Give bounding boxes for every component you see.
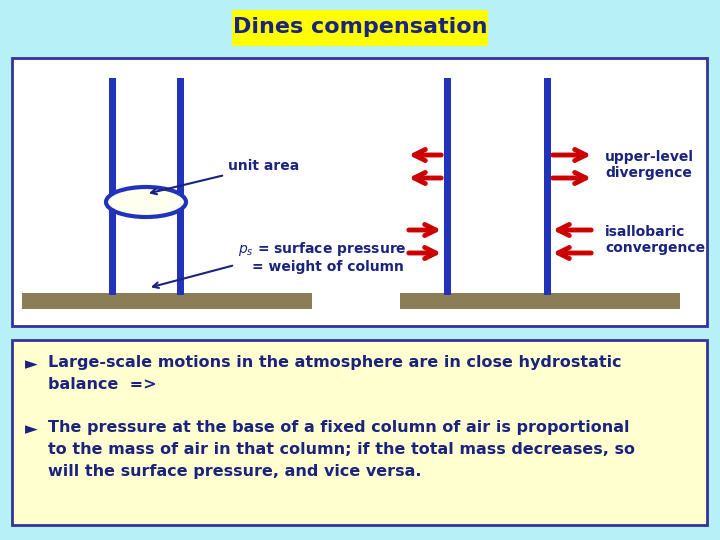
Text: upper-level
divergence: upper-level divergence — [605, 150, 694, 180]
Text: to the mass of air in that column; if the total mass decreases, so: to the mass of air in that column; if th… — [48, 442, 635, 457]
Ellipse shape — [106, 187, 186, 217]
Text: balance  =>: balance => — [48, 377, 157, 392]
Text: = weight of column: = weight of column — [252, 260, 404, 274]
Bar — [232, 10, 488, 46]
Bar — [12, 340, 707, 525]
Bar — [544, 78, 551, 295]
Text: unit area: unit area — [228, 159, 300, 173]
Bar — [177, 78, 184, 295]
Text: isallobaric
convergence: isallobaric convergence — [605, 225, 705, 255]
Text: ►: ► — [25, 355, 37, 373]
Bar — [12, 58, 707, 326]
Text: $p_s$ = surface pressure: $p_s$ = surface pressure — [238, 240, 407, 258]
Bar — [444, 78, 451, 295]
Text: will the surface pressure, and vice versa.: will the surface pressure, and vice vers… — [48, 464, 421, 479]
Text: The pressure at the base of a fixed column of air is proportional: The pressure at the base of a fixed colu… — [48, 420, 629, 435]
Bar — [109, 78, 116, 295]
Bar — [22, 293, 312, 309]
Bar — [400, 293, 680, 309]
Text: Dines compensation: Dines compensation — [233, 17, 487, 37]
Text: Large-scale motions in the atmosphere are in close hydrostatic: Large-scale motions in the atmosphere ar… — [48, 355, 621, 370]
Text: ►: ► — [25, 420, 37, 438]
